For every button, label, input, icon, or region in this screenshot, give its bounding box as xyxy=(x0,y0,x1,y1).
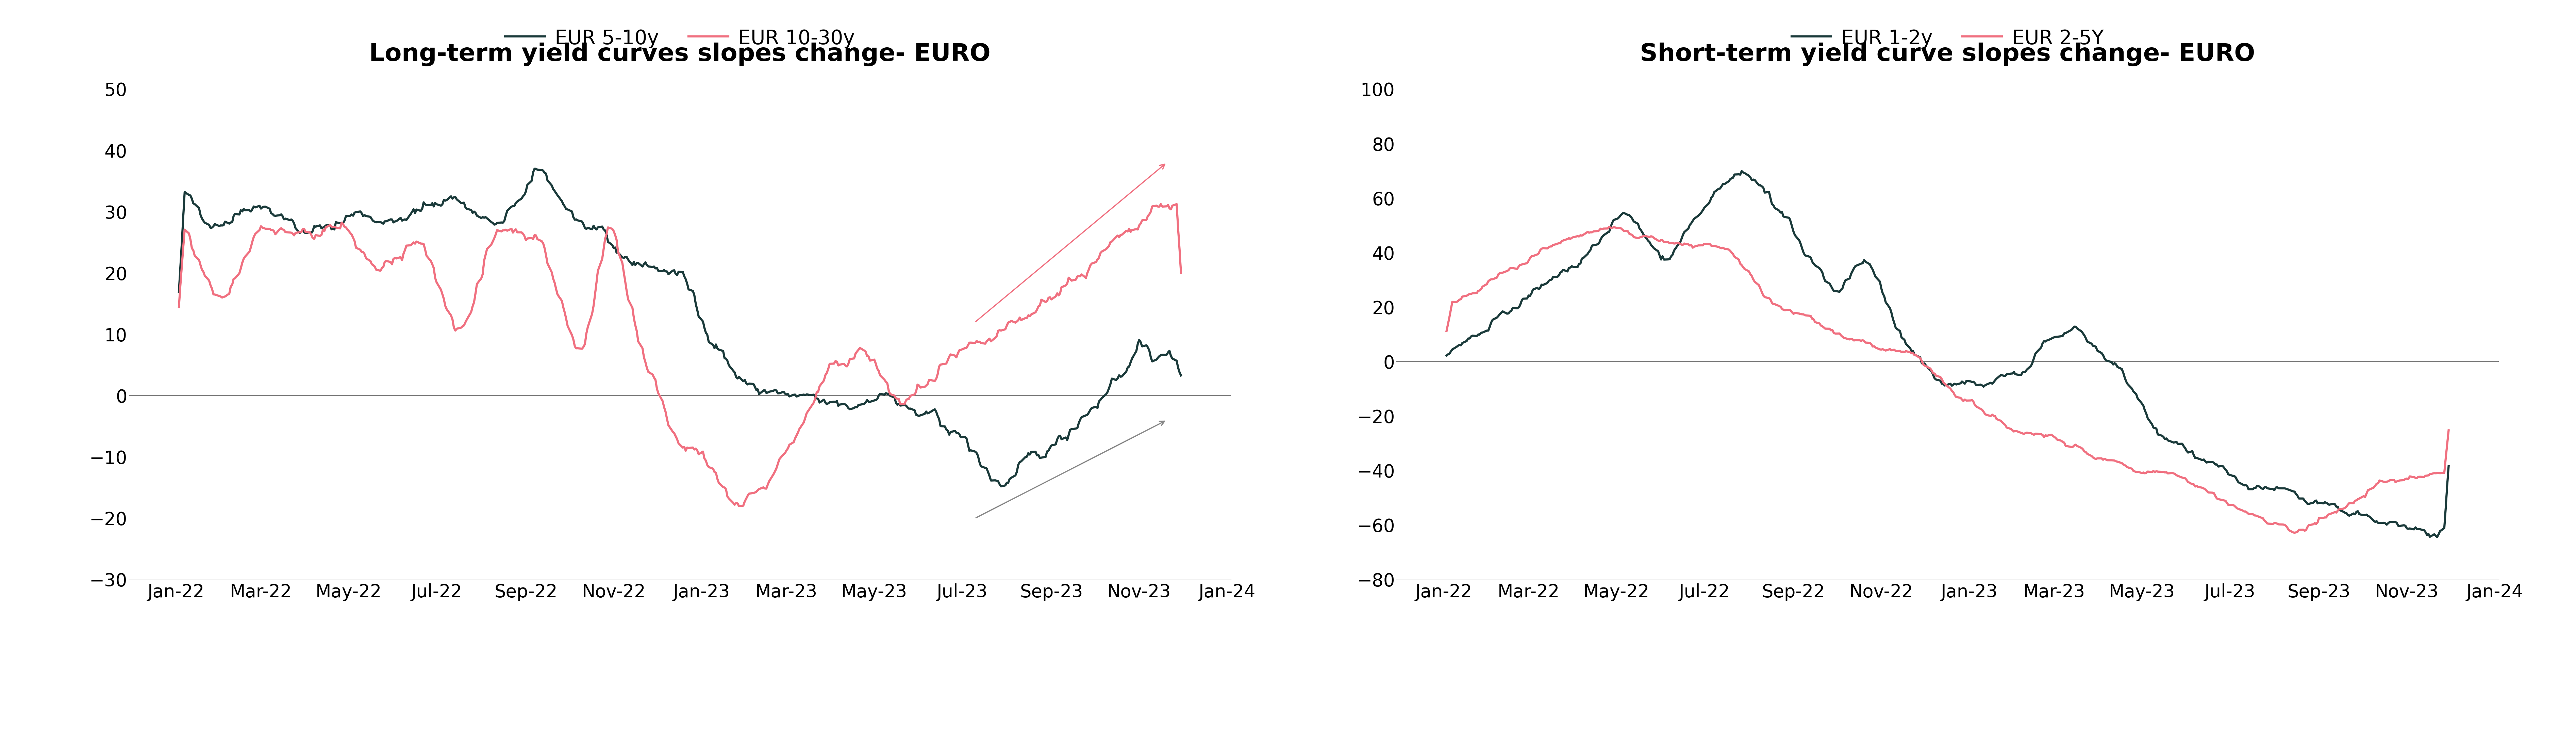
Line: EUR 10-30y: EUR 10-30y xyxy=(178,204,1180,506)
Line: EUR 2-5Y: EUR 2-5Y xyxy=(1448,227,2450,533)
Line: EUR 1-2y: EUR 1-2y xyxy=(1448,171,2450,537)
Title: Long-term yield curves slopes change- EURO: Long-term yield curves slopes change- EU… xyxy=(368,42,992,66)
Line: EUR 5-10y: EUR 5-10y xyxy=(178,169,1180,487)
Title: Short-term yield curve slopes change- EURO: Short-term yield curve slopes change- EU… xyxy=(1641,42,2254,66)
Legend: EUR 5-10y, EUR 10-30y: EUR 5-10y, EUR 10-30y xyxy=(497,21,863,56)
Legend: EUR 1-2y, EUR 2-5Y: EUR 1-2y, EUR 2-5Y xyxy=(1783,21,2112,56)
